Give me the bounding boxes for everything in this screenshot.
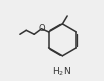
Text: H$_2$N: H$_2$N bbox=[52, 65, 71, 78]
Text: O: O bbox=[38, 24, 45, 33]
